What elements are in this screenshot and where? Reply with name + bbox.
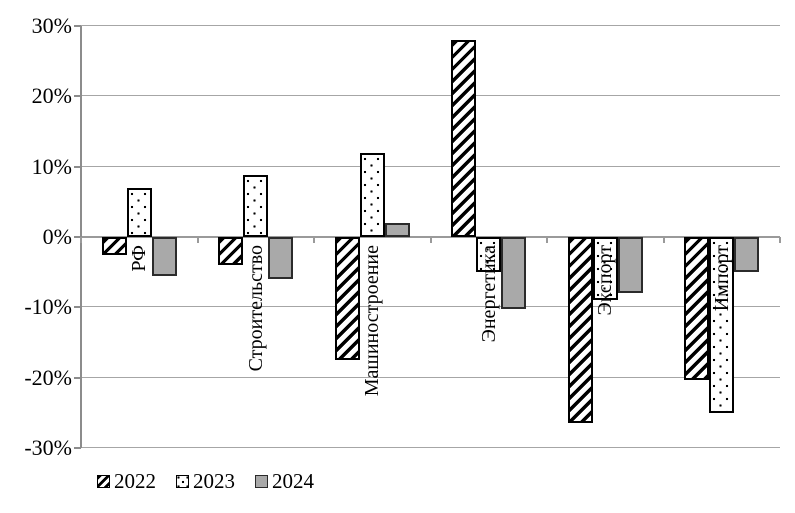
bar-2023-Машиностроение xyxy=(359,152,385,237)
bar-2024-Импорт xyxy=(734,237,760,273)
x-axis-tick xyxy=(779,237,781,243)
y-axis-tick-label: 20% xyxy=(31,83,72,109)
y-axis-tick xyxy=(74,95,81,98)
y-axis-tick-label: 0% xyxy=(42,224,72,249)
bar-2023-Экспорт xyxy=(592,237,618,301)
x-axis-tick xyxy=(313,237,315,243)
legend-item-2023: 2023 xyxy=(176,470,235,492)
category-label-2: Строительство xyxy=(244,245,267,372)
bar-2022-Импорт xyxy=(684,237,710,381)
bar-2023-Строительство xyxy=(243,175,269,237)
y-axis-tick-label: -20% xyxy=(24,364,72,390)
gridline xyxy=(81,25,780,26)
bar-2024-Машиностроение xyxy=(384,222,410,237)
y-axis-tick xyxy=(74,376,81,379)
bar-2024-РФ xyxy=(151,237,177,276)
y-axis-tick xyxy=(74,447,81,449)
bar-2024-Строительство xyxy=(268,237,294,280)
x-axis-tick xyxy=(662,237,665,243)
bar-2023-Энергетика xyxy=(476,237,502,273)
bar-2022-Экспорт xyxy=(567,237,593,424)
legend-swatch-diagonal-hatch-icon xyxy=(97,474,110,488)
gridline xyxy=(81,376,780,378)
legend-swatch-solid-gray-icon xyxy=(255,474,268,488)
x-axis-tick xyxy=(546,237,548,243)
y-axis-tick-label: -30% xyxy=(24,435,72,460)
x-axis-tick xyxy=(429,237,432,243)
gridline xyxy=(81,447,780,448)
bar-2023-Импорт xyxy=(709,237,735,413)
bar-2024-Экспорт xyxy=(617,237,643,294)
legend-item-2024: 2024 xyxy=(255,470,314,492)
y-axis-tick-label: 10% xyxy=(31,153,72,179)
y-axis-tick-label: 30% xyxy=(31,13,72,38)
x-axis-tick xyxy=(196,237,199,243)
category-label-5: Экспорт xyxy=(594,245,617,316)
legend-label: 2023 xyxy=(193,469,235,493)
gridline xyxy=(81,306,780,308)
legend-item-2022: 2022 xyxy=(97,470,156,492)
x-axis-tick xyxy=(80,237,82,243)
category-label-4: Энергетика xyxy=(477,245,500,343)
category-label-3: Машиностроение xyxy=(361,245,384,397)
legend-label: 2022 xyxy=(114,469,156,493)
legend: 2022 2023 2024 xyxy=(97,470,314,492)
y-axis-tick xyxy=(74,236,81,238)
y-axis-tick-label: -10% xyxy=(24,294,72,320)
gridline xyxy=(81,165,780,167)
y-axis-tick xyxy=(74,25,81,27)
y-axis-tick xyxy=(74,306,81,309)
y-axis-tick xyxy=(74,165,81,168)
bar-2024-Энергетика xyxy=(501,237,527,310)
category-label-6: Импорт xyxy=(710,245,733,312)
bar-2022-Машиностроение xyxy=(334,237,360,361)
gridline xyxy=(81,95,780,97)
bar-2023-РФ xyxy=(126,187,152,237)
bar-2022-Строительство xyxy=(218,237,244,266)
legend-label: 2024 xyxy=(272,469,314,493)
legend-swatch-dots-icon xyxy=(176,474,189,488)
category-label-1: РФ xyxy=(128,245,151,272)
bar-2022-РФ xyxy=(101,237,127,255)
bar-2022-Энергетика xyxy=(451,40,477,237)
